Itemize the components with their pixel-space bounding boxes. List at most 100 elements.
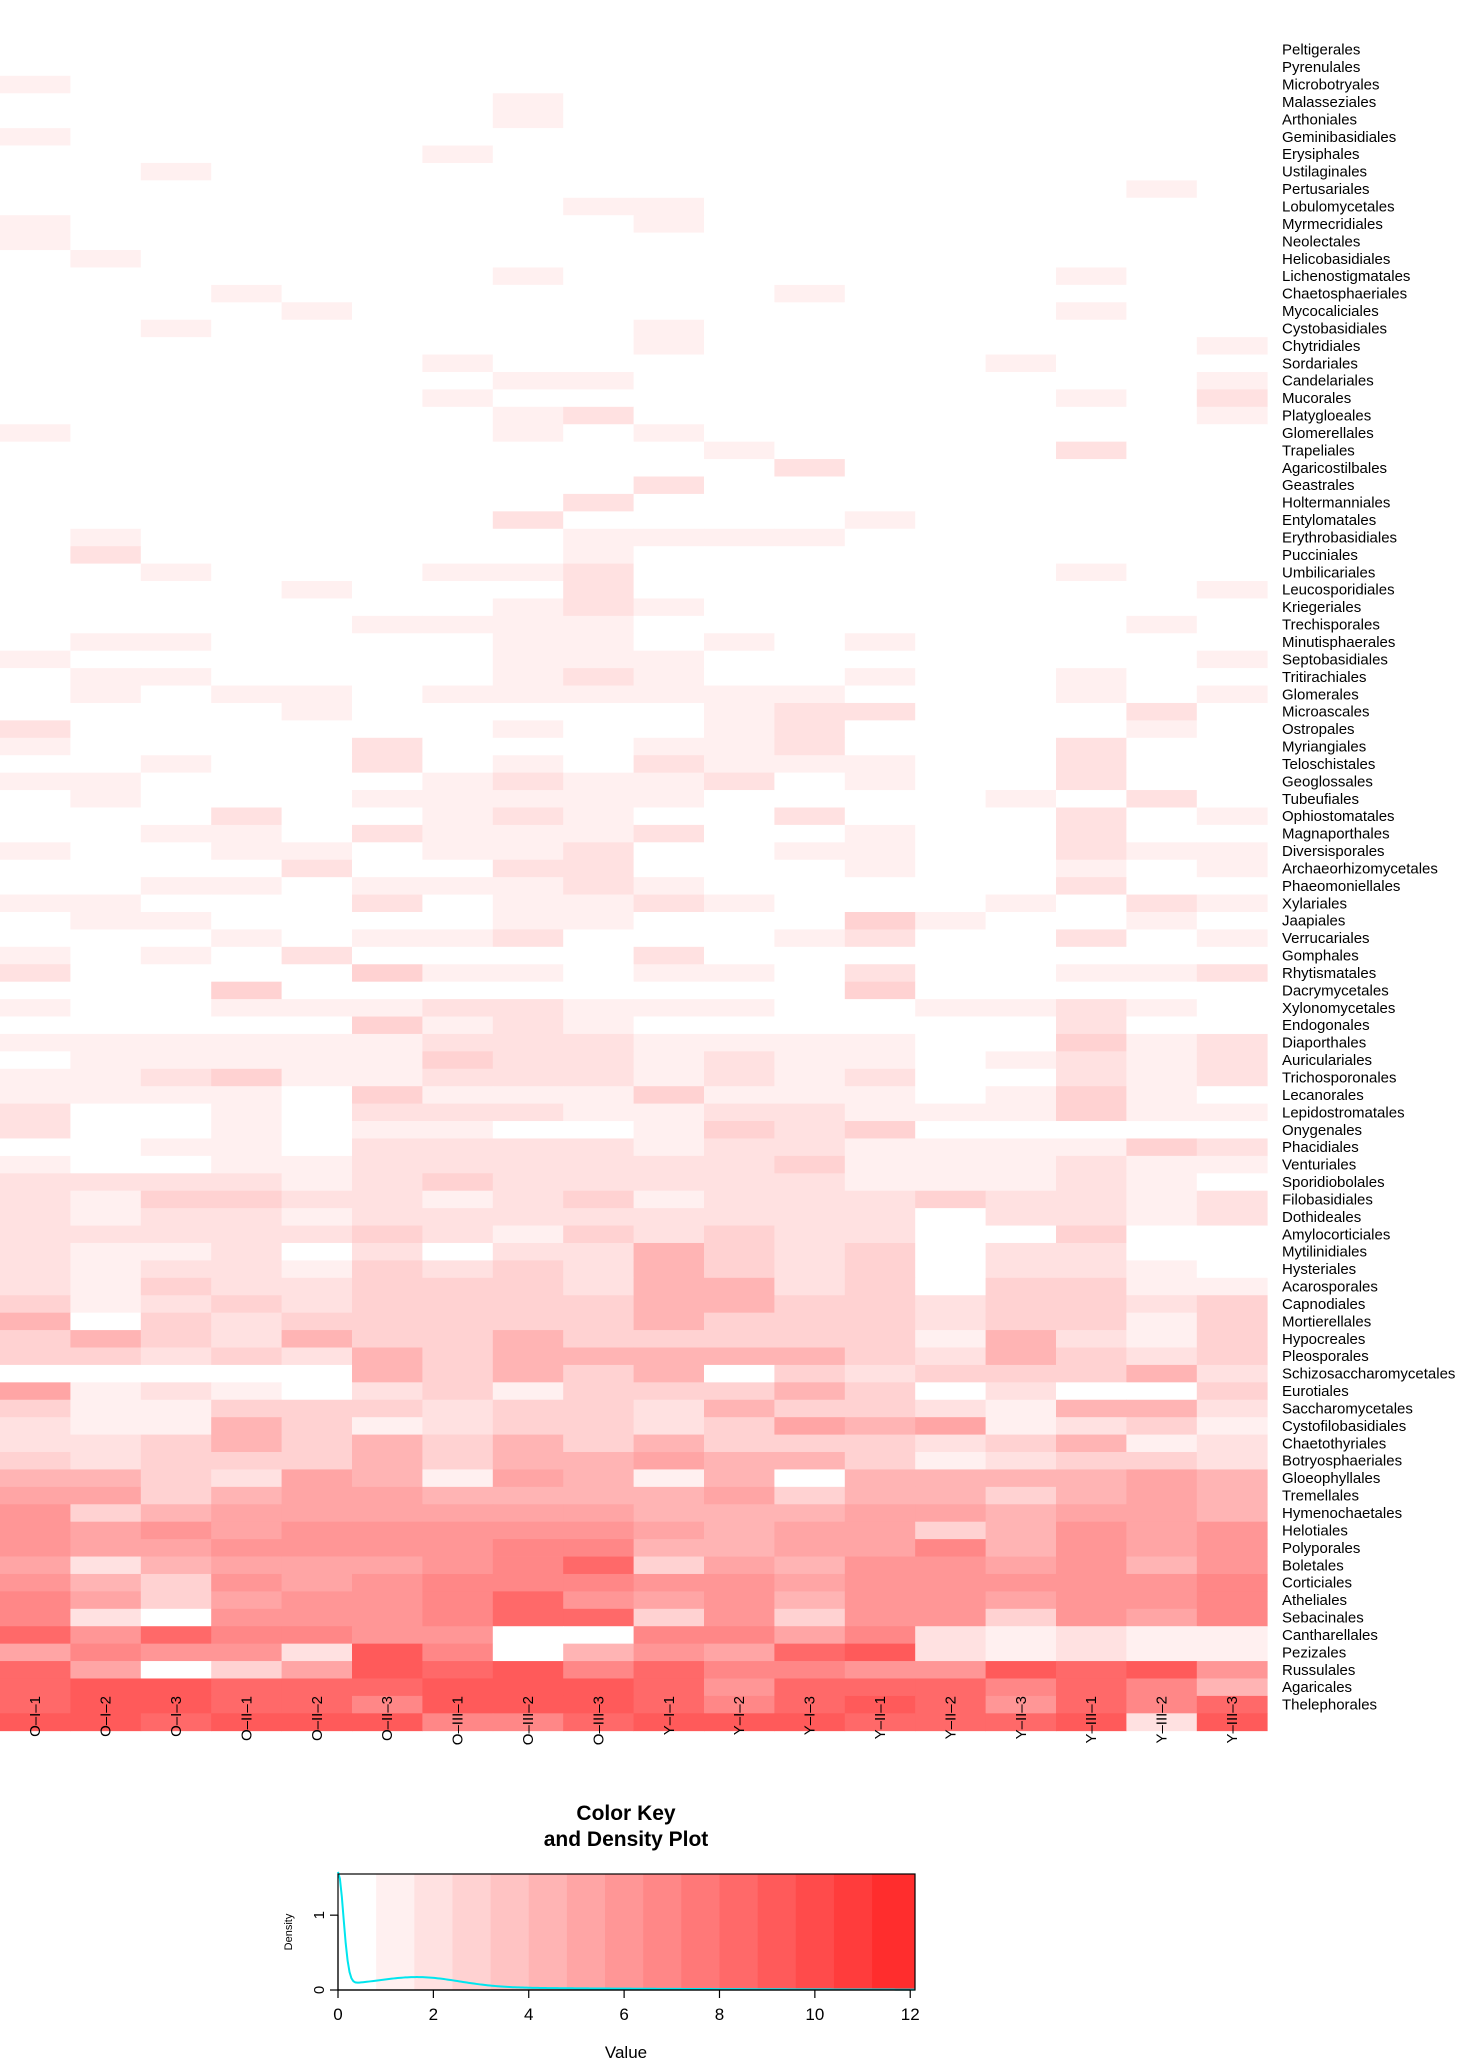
heatmap-cell [915,1573,986,1592]
heatmap-cell [422,633,494,652]
heatmap-cell [422,476,494,495]
heatmap-cell [140,1434,212,1453]
heatmap-cell [633,162,705,181]
heatmap-cell [281,1225,353,1244]
heatmap-cell [563,1190,634,1209]
heatmap-cell [0,232,71,251]
heatmap-cell [1196,145,1268,164]
heatmap-cell [1126,1486,1198,1505]
heatmap-cell [492,197,564,216]
heatmap-cell [492,615,564,634]
heatmap-cell [140,1121,212,1139]
column-label: Y–II–3 [1013,1696,1030,1739]
heatmap-cell [985,128,1057,146]
key-title-line2: and Density Plot [544,1828,709,1851]
heatmap-cell [352,302,423,321]
heatmap-cell [70,1486,142,1505]
heatmap-cell [422,1695,494,1714]
heatmap-cell [211,546,282,564]
heatmap-cell [492,389,564,408]
heatmap-cell [774,1225,846,1244]
heatmap-cell [915,302,986,321]
heatmap-cell [492,284,564,303]
heatmap-cell [985,929,1057,948]
heatmap-cell [985,1155,1057,1174]
heatmap-cell [70,1260,142,1279]
heatmap-cell [211,650,282,669]
heatmap-cell [844,1225,916,1244]
row-label: Myrmecridiales [1282,216,1383,233]
heatmap-cell [915,1121,986,1139]
heatmap-cell [211,1173,282,1192]
heatmap-cell [140,1155,212,1174]
heatmap-cell [0,1364,71,1383]
heatmap-cell [1126,1086,1198,1105]
heatmap-cell [352,128,423,146]
heatmap-cell [281,999,353,1017]
heatmap-cell [1196,1068,1268,1087]
heatmap-cell [704,1608,775,1627]
heatmap-cell [211,1434,282,1453]
heatmap-cell [1196,337,1268,355]
heatmap-cell [140,1347,212,1366]
heatmap-cell [352,1295,423,1314]
heatmap-cell [844,1626,916,1645]
heatmap-cell [70,1661,142,1679]
heatmap-cell [492,1068,564,1087]
heatmap-cell [70,1469,142,1488]
heatmap-cell [211,406,282,425]
heatmap-cell [915,441,986,460]
heatmap-cell [844,215,916,234]
heatmap-cell [1126,1312,1198,1331]
key-color-band [452,1874,492,1990]
heatmap-cell [140,93,212,112]
heatmap-cell [844,1521,916,1540]
heatmap-cell [985,1016,1057,1035]
key-x-tick-label: 10 [805,2005,824,2024]
heatmap-cell [704,1417,775,1435]
heatmap-cell [352,1539,423,1557]
key-color-band [872,1874,916,1990]
heatmap-cell [422,598,494,617]
heatmap-cell [1196,250,1268,268]
heatmap-cell [0,772,71,791]
heatmap-cell [563,1225,634,1244]
heatmap-cell [1056,1573,1127,1592]
heatmap-cell [140,859,212,878]
heatmap-cell [70,58,142,77]
column-label: O–I–2 [98,1696,115,1737]
heatmap-cell [915,964,986,983]
heatmap-cell [1126,1277,1198,1296]
heatmap-cell [492,1347,564,1366]
heatmap-cell [140,633,212,652]
heatmap-cell [774,1260,846,1279]
heatmap-cell [1056,1382,1127,1401]
heatmap-cell [563,598,634,617]
heatmap-cell [140,128,212,146]
heatmap-cell [492,319,564,338]
heatmap-cell [1126,894,1198,913]
heatmap-cell [704,110,775,129]
heatmap-cell [844,1173,916,1192]
heatmap-cell [281,1121,353,1139]
heatmap-cell [70,755,142,774]
column-label: Y–II–2 [942,1696,959,1739]
heatmap-cell [774,1277,846,1296]
heatmap-cell [0,197,71,216]
heatmap-cell [985,1068,1057,1087]
heatmap-cell [844,476,916,495]
heatmap-cell [140,1539,212,1557]
heatmap-cell [985,93,1057,112]
heatmap-cell [0,807,71,826]
heatmap-cell [352,1695,423,1714]
heatmap-cell [1126,1504,1198,1523]
heatmap-cell [1056,1330,1127,1348]
heatmap-cell [985,842,1057,861]
heatmap-cell [985,1103,1057,1122]
heatmap-cell [140,964,212,983]
heatmap-cell [70,633,142,652]
heatmap-cell [352,685,423,704]
heatmap-cell [140,1608,212,1627]
heatmap-cell [774,528,846,547]
heatmap-cell [844,162,916,181]
